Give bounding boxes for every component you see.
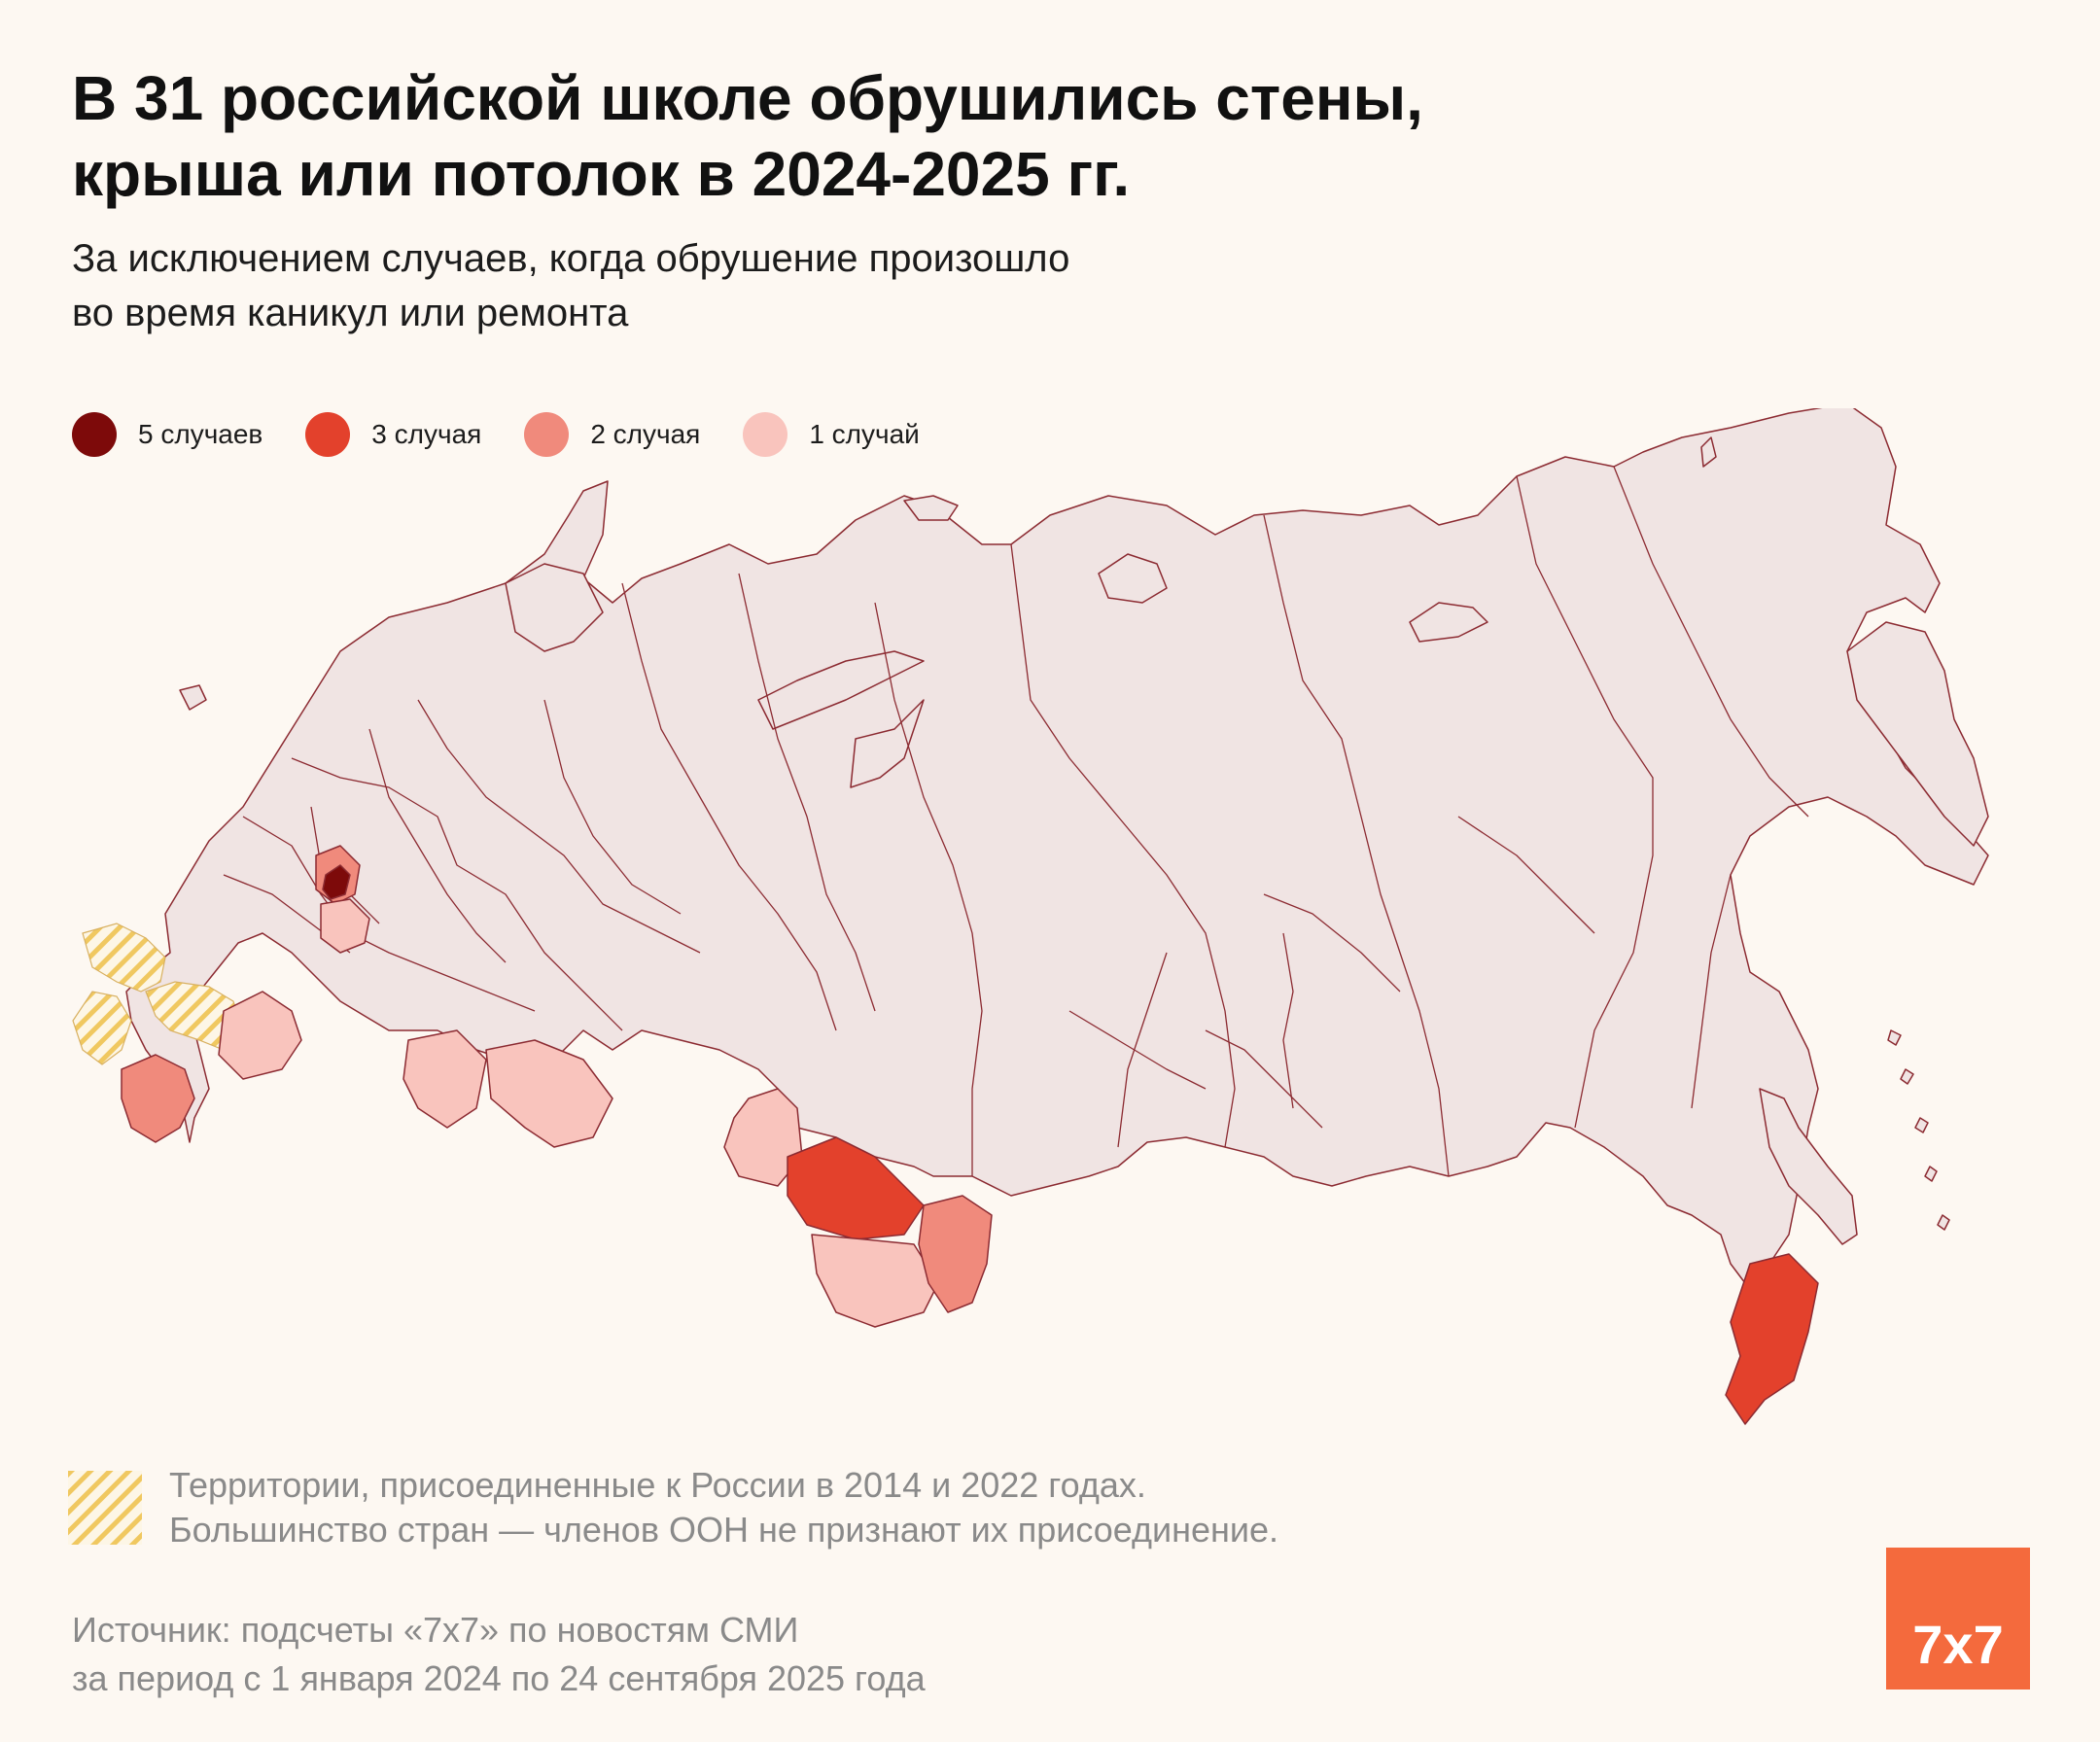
legend-label-3-cases: 3 случая bbox=[371, 419, 482, 449]
region-1-case-vladimir bbox=[320, 898, 370, 954]
legend: 5 случаев 3 случая 2 случая 1 случай bbox=[72, 410, 962, 459]
legend-swatch-3-cases bbox=[305, 412, 351, 457]
kaliningrad bbox=[179, 684, 207, 711]
kuril-islands bbox=[1887, 1029, 1950, 1231]
new-siberian-islands bbox=[1409, 602, 1488, 643]
annexed-territories-note: Территории, присоединенные к России в 20… bbox=[68, 1463, 1278, 1550]
kamchatka bbox=[1846, 621, 1989, 847]
sakhalin bbox=[1759, 1088, 1858, 1245]
legend-item-3-cases: 3 случая bbox=[305, 412, 481, 457]
kola-peninsula bbox=[505, 563, 604, 652]
title-line-2: крыша или потолок в 2024-2025 гг. bbox=[72, 139, 1131, 209]
legend-item-5-cases: 5 случаев bbox=[72, 412, 262, 457]
legend-swatch-2-cases bbox=[524, 412, 570, 457]
region-1-case-altai bbox=[811, 1234, 939, 1328]
brand-logo-text: 7x7 bbox=[1912, 1614, 2004, 1675]
legend-label-1-case: 1 случай bbox=[809, 419, 920, 449]
region-1-case-omsk bbox=[723, 1088, 803, 1187]
region-3-cases-primorye bbox=[1725, 1253, 1819, 1425]
region-1-case-voronezh bbox=[218, 991, 302, 1080]
annexed-territory-crimea bbox=[72, 991, 132, 1065]
annexed-note-line-2: Большинство стран — членов ООН не призна… bbox=[169, 1510, 1279, 1550]
map-subtitle: За исключением случаев, когда обрушение … bbox=[72, 231, 1530, 340]
brand-logo: 7x7 bbox=[1886, 1548, 2030, 1690]
hatch-swatch-icon bbox=[68, 1471, 142, 1545]
annexed-territory-north bbox=[82, 923, 166, 993]
russia-landmass bbox=[125, 408, 1989, 1284]
legend-label-5-cases: 5 случаев bbox=[138, 419, 263, 449]
region-2-cases-krasnodar bbox=[121, 1054, 195, 1143]
source-text: Источник: подсчеты «7x7» по новостям СМИ… bbox=[72, 1606, 1628, 1703]
legend-item-2-cases: 2 случая bbox=[524, 412, 700, 457]
legend-swatch-5-cases bbox=[72, 412, 117, 457]
legend-label-2-cases: 2 случая bbox=[590, 419, 701, 449]
region-5-cases-ivanovo bbox=[322, 864, 351, 900]
annexed-note-text: Территории, присоединенные к России в 20… bbox=[169, 1463, 1278, 1550]
legend-item-1-case: 1 случай bbox=[743, 412, 920, 457]
region-2-cases-kemerovo bbox=[918, 1195, 993, 1313]
legend-swatch-1-case bbox=[743, 412, 788, 457]
severnaya-zemlya bbox=[1098, 553, 1168, 604]
region-3-cases-novosibirsk bbox=[787, 1136, 925, 1240]
subtitle-line-1: За исключением случаев, когда обрушение … bbox=[72, 237, 1070, 280]
annexed-note-line-1: Территории, присоединенные к России в 20… bbox=[169, 1465, 1146, 1505]
russia-map bbox=[0, 408, 2100, 1458]
novaya-zemlya-south bbox=[850, 699, 925, 788]
source-line-1: Источник: подсчеты «7x7» по новостям СМИ bbox=[72, 1610, 799, 1650]
map-title: В 31 российской школе обрушились стены, … bbox=[72, 60, 1628, 212]
subtitle-line-2: во время каникул или ремонта bbox=[72, 292, 629, 334]
region-1-case-orenburg bbox=[485, 1039, 613, 1148]
wrangel-island bbox=[1700, 436, 1717, 468]
franz-josef-land bbox=[903, 495, 959, 521]
russia-map-svg bbox=[72, 408, 1989, 1425]
novaya-zemlya bbox=[757, 650, 925, 730]
region-1-case-saratov bbox=[402, 1029, 487, 1129]
title-line-1: В 31 российской школе обрушились стены, bbox=[72, 63, 1423, 133]
source-line-2: за период с 1 января 2024 по 24 сентября… bbox=[72, 1658, 926, 1698]
